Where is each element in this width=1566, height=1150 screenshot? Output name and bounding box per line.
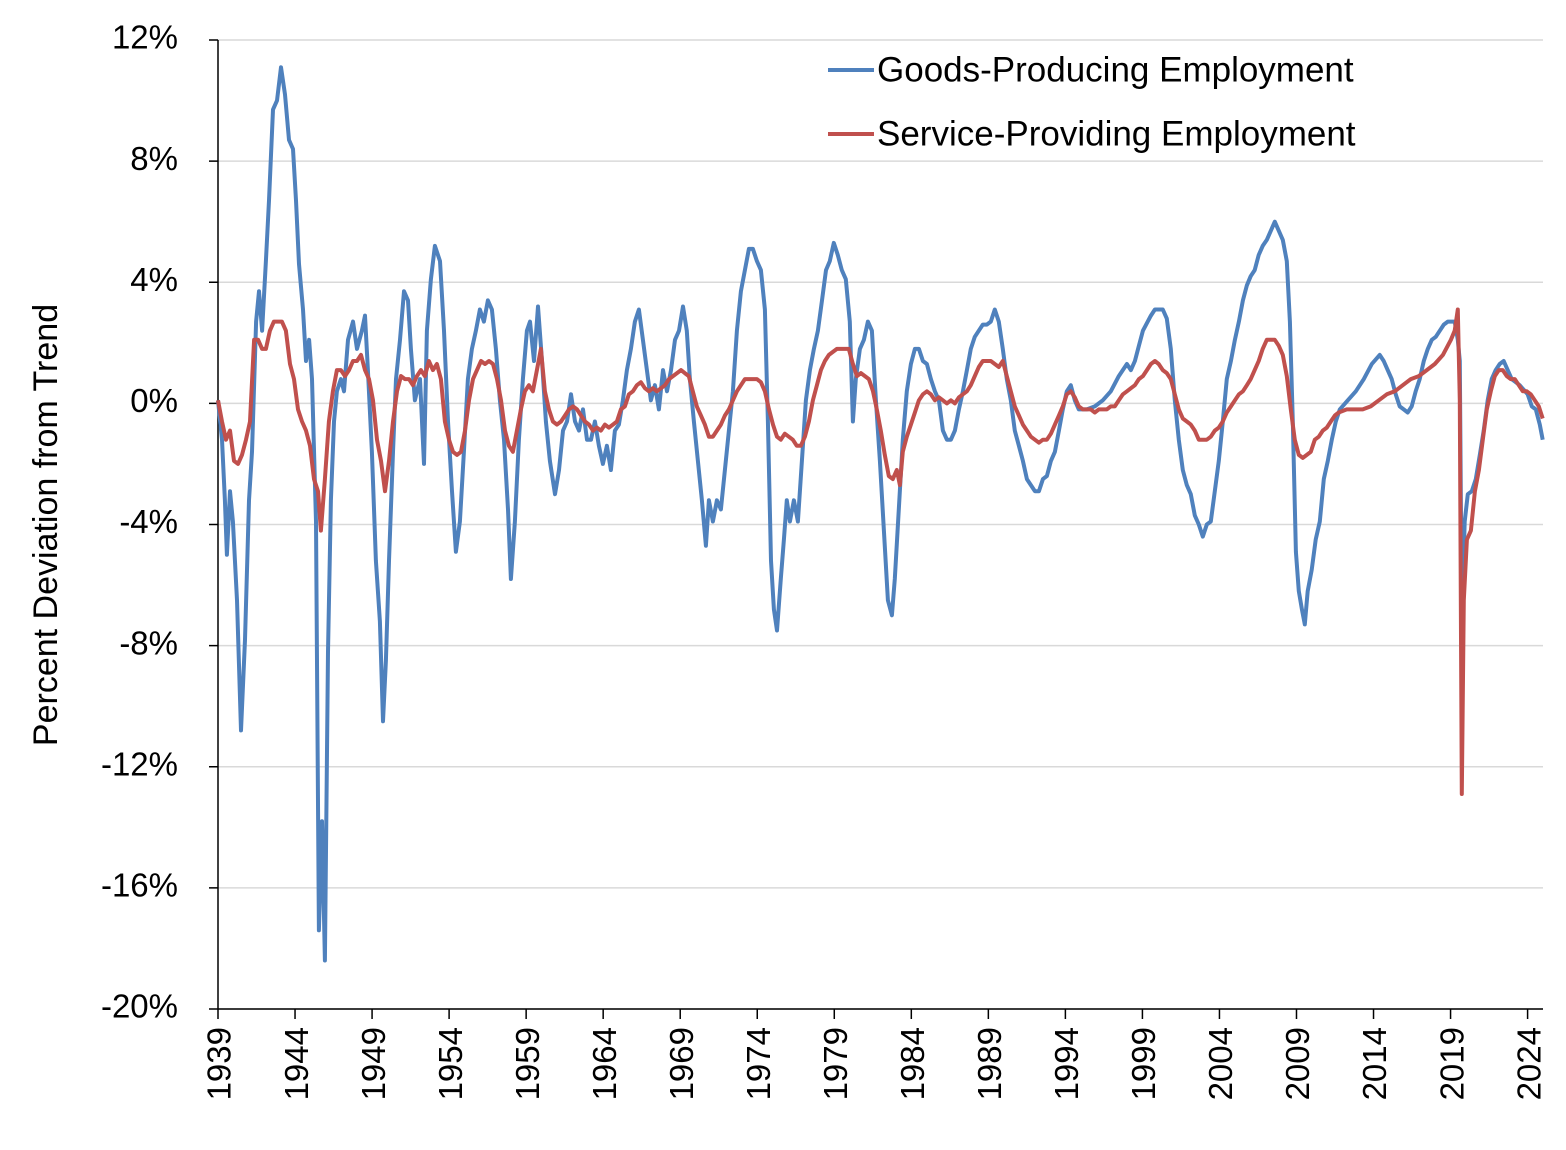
x-tick-label: 1939 [201, 1027, 238, 1100]
x-tick-label: 1984 [894, 1027, 931, 1100]
x-tick-label: 2004 [1202, 1027, 1239, 1100]
y-tick-label: -12% [101, 745, 178, 782]
y-tick-label: -4% [119, 503, 178, 540]
x-tick-label: 1974 [740, 1027, 777, 1100]
x-tick-label: 1999 [1125, 1027, 1162, 1100]
x-tick-label: 2019 [1433, 1027, 1470, 1100]
x-tick-label: 1969 [663, 1027, 700, 1100]
x-tick-label: 1979 [817, 1027, 854, 1100]
x-tick-label: 1944 [278, 1027, 315, 1100]
x-tick-label: 1964 [586, 1027, 623, 1100]
x-tick-label: 2014 [1356, 1027, 1393, 1100]
y-tick-label: 12% [112, 19, 178, 56]
x-tick-label: 1949 [355, 1027, 392, 1100]
x-tick-label: 1989 [971, 1027, 1008, 1100]
x-tick-label: 2024 [1510, 1027, 1547, 1100]
series-line [216, 307, 1545, 796]
y-tick-label: 4% [130, 261, 178, 298]
series-line [216, 65, 1545, 963]
y-tick-label: -8% [119, 624, 178, 661]
y-axis-label: Percent Deviation from Trend [27, 304, 65, 746]
y-tick-label: 8% [130, 140, 178, 177]
x-tick-label: 2009 [1279, 1027, 1316, 1100]
y-tick-label: -16% [101, 867, 178, 904]
x-tick-label: 1954 [432, 1027, 469, 1100]
x-tick-label: 1994 [1048, 1027, 1085, 1100]
x-tick-label: 1959 [509, 1027, 546, 1100]
y-tick-label: -20% [101, 988, 178, 1025]
y-tick-label: 0% [130, 382, 178, 419]
legend-label: Service-Providing Employment [877, 114, 1356, 153]
legend-label: Goods-Producing Employment [877, 50, 1354, 89]
